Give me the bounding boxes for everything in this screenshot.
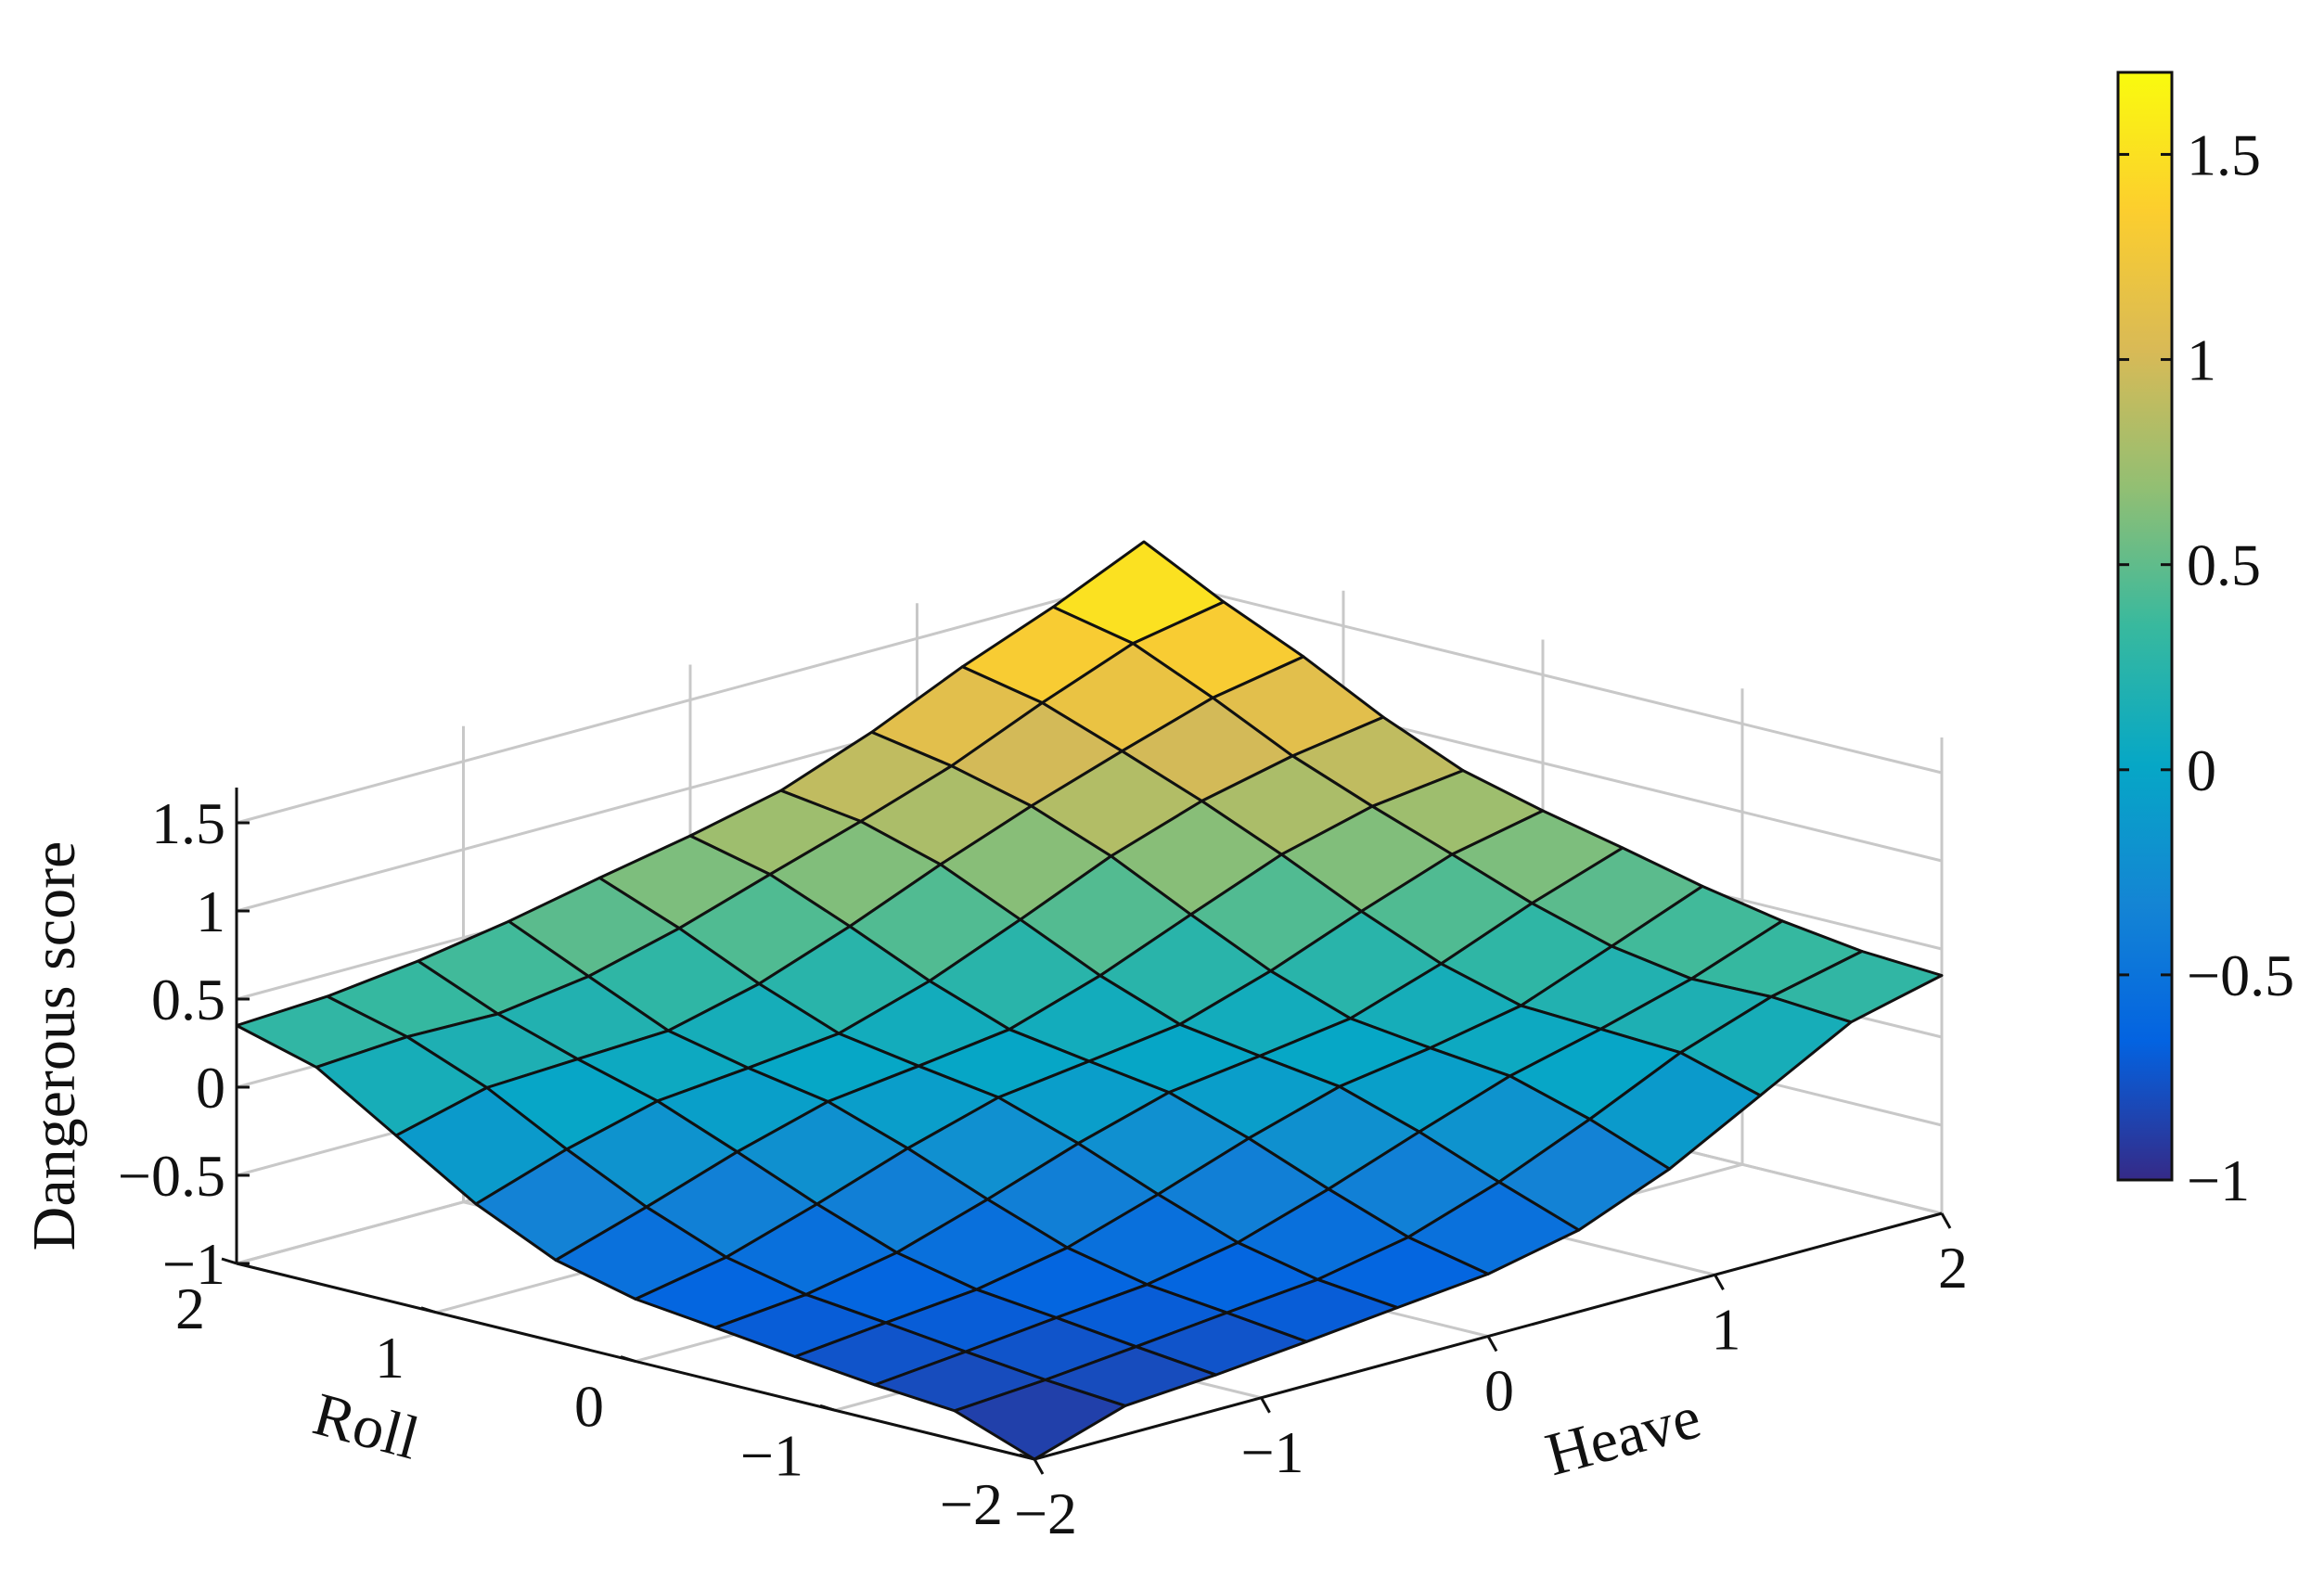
colorbar-tick-label: 0 [2187,737,2216,803]
colorbar-tick-label: 1.5 [2187,122,2261,187]
tick-labels: −1 −0.5 0 0.5 1 1.5 −2 −1 0 1 2 −2 −1 0 1 2 [118,790,1968,1546]
x-tick-label: −1 [1240,1419,1303,1485]
x-tick [1940,1212,1952,1229]
y-tick-label: 2 [175,1276,205,1341]
y-tick-label: 0 [574,1374,604,1440]
z-tick-label: −1 [162,1231,225,1297]
z-tick-label: 0 [196,1055,225,1121]
y-tick [620,1355,636,1363]
y-axis-title: Roll [306,1380,426,1473]
colorbar-tick-label: −1 [2187,1147,2250,1213]
colorbar: −1 −0.5 0 0.5 1 1.5 [2116,71,2294,1213]
x-tick-label: 2 [1938,1235,1968,1301]
colorbar-tick-label: 0.5 [2187,532,2261,598]
surface-mesh [235,540,1944,1461]
y-tick-label: 1 [375,1325,404,1391]
x-tick [1260,1397,1271,1414]
z-tick-label: −0.5 [118,1143,225,1209]
colorbar-tick-label: 1 [2187,327,2216,393]
z-tick-label: 1 [196,878,225,944]
y-tick-label: −1 [740,1422,803,1488]
y-tick [221,1257,238,1265]
axes [221,788,1952,1475]
y-tick [420,1306,437,1314]
x-tick-label: 1 [1712,1296,1741,1362]
x-tick [1033,1458,1045,1475]
x-tick-label: −2 [1014,1481,1077,1546]
x-tick-label: 0 [1484,1358,1514,1424]
z-tick-label: 0.5 [151,967,225,1032]
y-tick-label: −2 [940,1471,1003,1537]
colorbar-gradient [2116,71,2174,1182]
x-tick [1486,1335,1498,1353]
colorbar-tick-label: −0.5 [2187,942,2294,1008]
surface-patch [953,1378,1127,1461]
y-tick [1019,1453,1035,1461]
z-tick-label: 1.5 [151,790,225,856]
y-tick [819,1404,836,1412]
x-axis-title: Heave [1539,1383,1708,1489]
z-axis-title: Dangerous score [20,841,88,1251]
x-tick [1714,1274,1725,1290]
